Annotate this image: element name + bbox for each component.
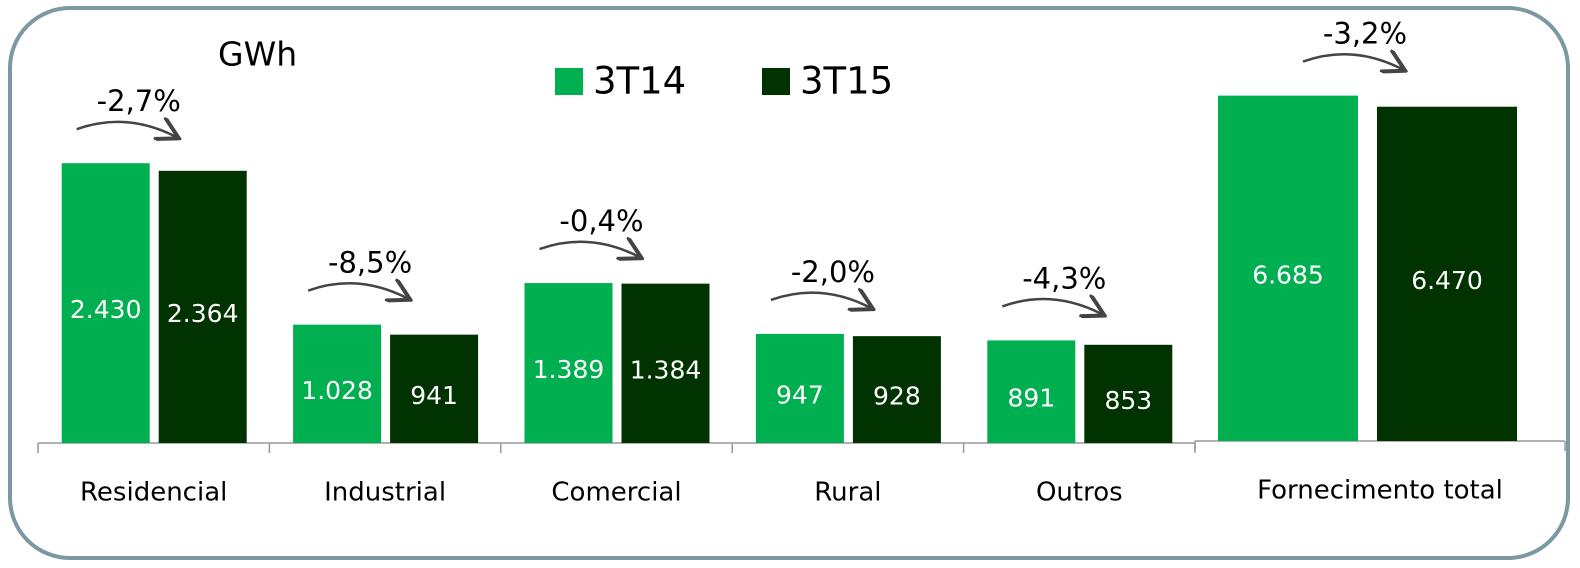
annotation: -0,4%	[559, 204, 643, 238]
bar	[621, 283, 710, 443]
x-tick-label: Fornecimento total	[1257, 476, 1503, 506]
bar	[1377, 106, 1517, 441]
data-label: 2.430	[70, 295, 142, 324]
legend-swatch	[555, 68, 583, 95]
annotation: -2,7%	[97, 84, 181, 118]
legend-label: 3T15	[800, 60, 893, 103]
data-label: 6.685	[1252, 260, 1324, 289]
annotation-arrow	[1302, 54, 1403, 69]
chart-title: GWh	[218, 35, 297, 74]
bar	[524, 283, 613, 443]
x-tick-label: Outros	[1036, 478, 1123, 508]
x-tick-label: Comercial	[551, 478, 681, 508]
data-label: 1.389	[533, 355, 605, 384]
annotation-arrow	[307, 283, 408, 298]
annotation-arrow	[539, 242, 640, 257]
bar	[1084, 344, 1173, 443]
bar	[293, 324, 382, 443]
bar	[755, 333, 844, 443]
x-tick-label: Industrial	[324, 478, 446, 508]
x-tick-label: Rural	[814, 478, 881, 508]
bar	[852, 336, 941, 443]
bar	[158, 170, 247, 443]
bar	[61, 163, 150, 443]
legend-label: 3T14	[593, 60, 686, 103]
data-label: 941	[410, 381, 458, 410]
bar	[390, 334, 479, 443]
data-label: 1.028	[301, 376, 373, 405]
legend-swatch	[762, 68, 790, 95]
bar	[987, 340, 1076, 443]
annotation: -8,5%	[328, 246, 412, 280]
data-label: 1.384	[630, 355, 702, 384]
annotation-arrow	[1001, 299, 1102, 314]
data-label: 947	[776, 380, 824, 409]
data-label: 891	[1007, 384, 1055, 413]
annotation: -3,2%	[1323, 17, 1407, 51]
bar	[1218, 95, 1358, 441]
annotation: -2,0%	[791, 255, 875, 289]
x-tick-label: Residencial	[80, 478, 227, 508]
annotation-arrow	[76, 122, 177, 137]
data-label: 853	[1104, 386, 1152, 415]
annotation-arrow	[770, 293, 871, 308]
data-label: 6.470	[1411, 266, 1483, 295]
data-label: 928	[873, 382, 921, 411]
annotation: -4,3%	[1022, 261, 1106, 295]
data-label: 2.364	[167, 299, 239, 328]
